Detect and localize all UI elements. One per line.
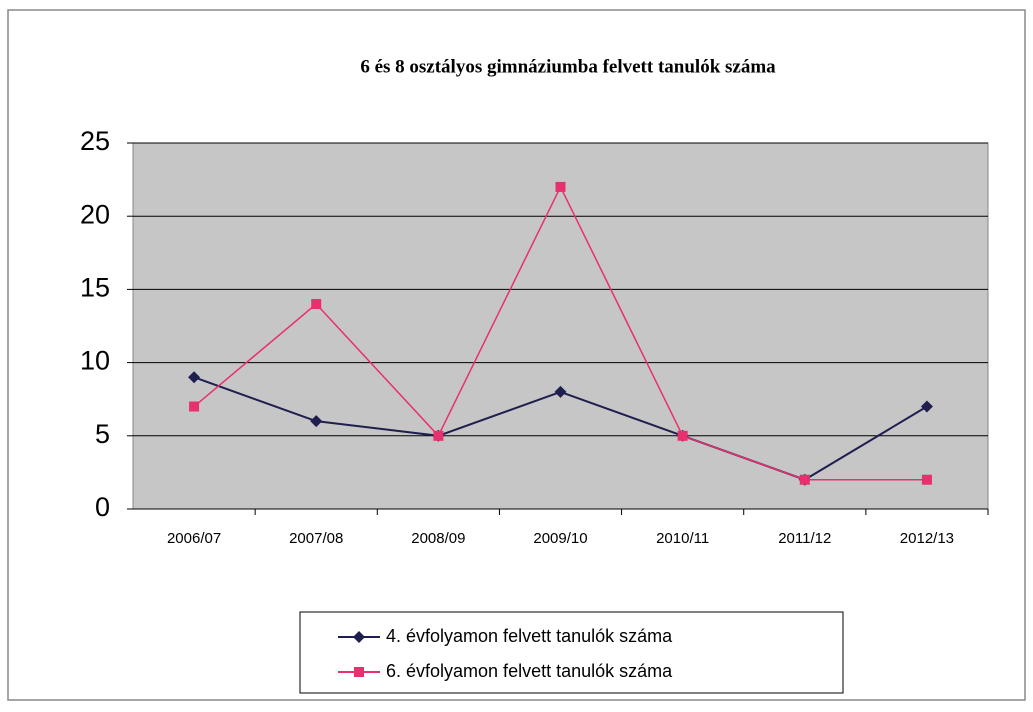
x-tick-label: 2008/09	[411, 530, 465, 547]
x-tick-label: 2009/10	[533, 530, 587, 547]
plot-area	[132, 142, 989, 510]
y-tick-label: 10	[80, 346, 110, 376]
legend-marker	[353, 631, 365, 643]
marker	[555, 181, 566, 192]
y-tick-label: 25	[80, 126, 110, 156]
legend-marker	[354, 667, 364, 677]
marker	[311, 299, 322, 310]
x-tick-label: 2010/11	[656, 530, 709, 547]
marker	[554, 385, 567, 398]
x-tick-label: 2006/07	[167, 530, 221, 547]
marker	[921, 474, 932, 485]
legend-label: 6. évfolyamon felvett tanulók száma	[386, 661, 673, 681]
legend-label: 4. évfolyamon felvett tanulók száma	[386, 626, 673, 646]
marker	[188, 371, 201, 384]
marker	[310, 415, 323, 428]
marker	[799, 474, 810, 485]
legend-box	[299, 611, 844, 694]
y-tick-label: 15	[80, 273, 110, 303]
marker	[189, 401, 200, 412]
x-tick-label: 2012/13	[900, 530, 954, 547]
x-tick-label: 2011/12	[778, 530, 831, 547]
y-tick-label: 5	[95, 419, 110, 449]
marker	[920, 400, 933, 413]
y-tick-label: 0	[95, 492, 110, 522]
chart-title: 6 és 8 osztályos gimnáziumba felvett tan…	[360, 56, 776, 77]
marker	[677, 430, 688, 441]
x-tick-label: 2007/08	[289, 530, 343, 547]
marker	[433, 430, 444, 441]
y-tick-label: 20	[80, 199, 110, 229]
